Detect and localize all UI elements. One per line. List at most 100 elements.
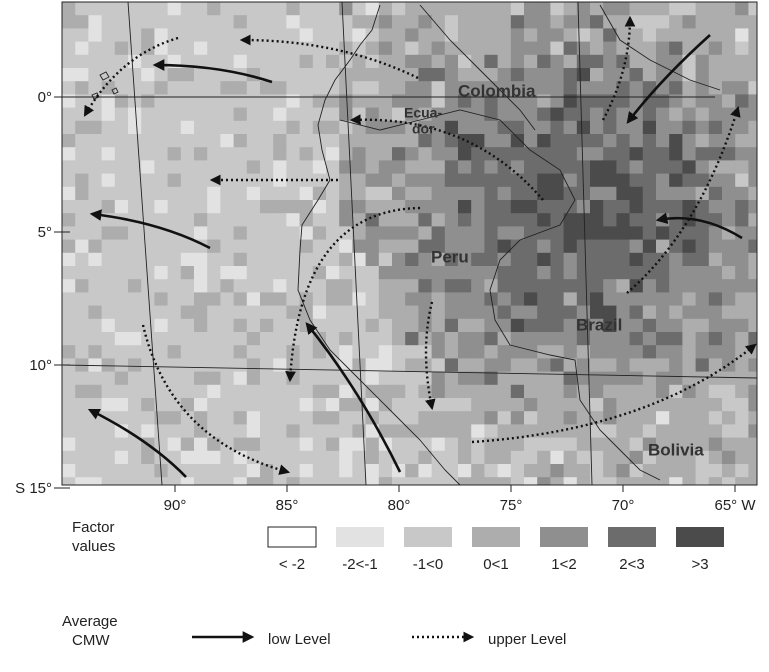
border: [419, 4, 536, 131]
factor-cell: [246, 2, 261, 16]
factor-cell: [682, 292, 697, 307]
lon-label: 90°: [164, 497, 187, 514]
factor-cell: [629, 15, 644, 29]
factor-cell: [444, 384, 459, 399]
factor-cell: [563, 371, 578, 386]
factor-cell: [365, 107, 380, 122]
factor-cell: [141, 28, 155, 43]
factor-cell: [418, 332, 433, 346]
factor-cell: [392, 173, 406, 188]
factor-cell: [510, 186, 525, 201]
factor-cell: [590, 226, 604, 241]
factor-cell: [128, 450, 142, 465]
factor-cell: [642, 450, 657, 465]
factor-cell: [194, 424, 208, 439]
factor-cell: [708, 252, 723, 267]
factor-cell: [590, 41, 604, 56]
factor-cell: [286, 279, 301, 293]
factor-cell: [629, 226, 644, 241]
factor-cell: [444, 292, 459, 307]
factor-cell: [418, 134, 433, 148]
factor-cell: [444, 186, 459, 201]
factor-cell: [550, 54, 565, 69]
factor-cell: [616, 292, 631, 307]
factor-cell: [286, 358, 301, 373]
factor-cell: [101, 358, 116, 373]
factor-cell: [128, 384, 142, 399]
factor-cell: [220, 398, 235, 412]
factor-cell: [392, 279, 406, 293]
factor-cell: [273, 477, 287, 485]
factor-cell: [695, 107, 710, 122]
factor-cell: [378, 81, 393, 95]
factor-cell: [524, 28, 538, 43]
factor-cell: [590, 107, 604, 122]
factor-cell: [629, 239, 644, 254]
factor-cell: [735, 345, 749, 359]
factor-cell: [339, 437, 353, 452]
factor-cell: [207, 226, 221, 241]
factor-cell: [352, 120, 367, 135]
factor-cell: [167, 384, 182, 399]
factor-cell: [576, 107, 591, 122]
factor-cell: [365, 305, 380, 320]
factor-cell: [510, 318, 525, 333]
factor-cell: [616, 358, 631, 373]
factor-cell: [260, 477, 274, 485]
factor-cell: [431, 226, 446, 241]
factor-cell: [431, 332, 446, 346]
factor-cell: [603, 147, 617, 161]
factor-cell: [590, 213, 604, 227]
factor-cell: [207, 68, 221, 82]
factor-cell: [260, 345, 274, 359]
factor-cell: [537, 477, 551, 485]
factor-cell: [537, 345, 551, 359]
factor-cell: [207, 345, 221, 359]
factor-cell: [141, 477, 155, 485]
lon-label: 65° W: [714, 497, 756, 514]
factor-cell: [471, 305, 485, 320]
factor-cell: [695, 279, 710, 293]
factor-cell: [735, 398, 749, 412]
factor-cell: [392, 120, 406, 135]
factor-cell: [735, 173, 749, 188]
factor-cell: [590, 318, 604, 333]
factor-cell: [748, 81, 757, 95]
arrow: [305, 322, 402, 473]
factor-cell: [167, 345, 182, 359]
factor-cell: [260, 200, 274, 214]
factor-cell: [510, 332, 525, 346]
factor-cell: [286, 160, 301, 175]
factor-cell: [128, 358, 142, 373]
legend-title: CMW: [72, 632, 110, 649]
factor-cell: [722, 345, 736, 359]
factor-cell: [656, 173, 670, 188]
factor-cell: [669, 318, 683, 333]
factor-cell: [682, 318, 697, 333]
factor-cell: [273, 15, 287, 29]
factor-cell: [326, 292, 340, 307]
factor-cell: [629, 147, 644, 161]
factor-cell: [101, 54, 116, 69]
factor-cell: [141, 41, 155, 56]
factor-cell: [299, 107, 314, 122]
factor-cell: [194, 15, 208, 29]
factor-cell: [220, 292, 235, 307]
factor-cell: [444, 81, 459, 95]
factor-cell: [431, 345, 446, 359]
factor-cell: [524, 173, 538, 188]
factor-cell: [246, 54, 261, 69]
factor-cell: [273, 305, 287, 320]
factor-cell: [220, 94, 235, 109]
factor-cell: [722, 213, 736, 227]
factor-cell: [194, 68, 208, 82]
factor-cell: [722, 332, 736, 346]
factor-cell: [378, 239, 393, 254]
factor-cell: [656, 398, 670, 412]
factor-cell: [207, 186, 221, 201]
factor-cell: [722, 160, 736, 175]
factor-cell: [246, 398, 261, 412]
lon-label: 85°: [276, 497, 299, 514]
factor-cell: [312, 358, 327, 373]
factor-cell: [88, 332, 103, 346]
